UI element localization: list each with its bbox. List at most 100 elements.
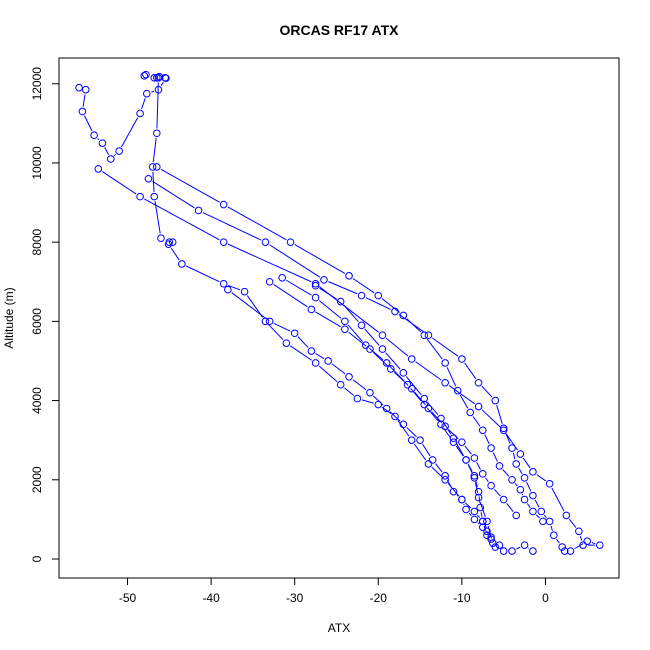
series-1 xyxy=(75,70,170,163)
data-point xyxy=(575,527,583,536)
series-segment xyxy=(480,512,483,517)
data-point xyxy=(154,74,163,82)
data-point xyxy=(470,474,479,482)
series-segment xyxy=(315,311,341,328)
series-segment xyxy=(331,363,346,375)
series-segment xyxy=(505,432,511,444)
data-point xyxy=(458,495,466,504)
data-point xyxy=(491,396,500,405)
data-point xyxy=(265,277,274,286)
data-point xyxy=(219,200,228,209)
x-axis-label: ATX xyxy=(328,621,350,635)
data-point xyxy=(529,547,537,555)
series-segment xyxy=(506,503,514,512)
series-segment xyxy=(152,180,195,209)
series-segment xyxy=(568,518,577,528)
data-point xyxy=(407,355,416,363)
data-point xyxy=(391,412,399,421)
y-tick-label: 6000 xyxy=(30,308,44,335)
data-point xyxy=(437,414,445,423)
series-segment xyxy=(227,284,241,291)
data-point xyxy=(78,107,87,116)
data-point xyxy=(495,462,504,470)
chart-title: ORCAS RF17 ATX xyxy=(279,22,399,38)
series-segment xyxy=(160,168,220,203)
series-segment xyxy=(477,522,480,525)
y-tick-label: 10000 xyxy=(30,146,44,180)
x-tick-label: -20 xyxy=(370,591,388,605)
series-segment xyxy=(389,411,401,422)
data-point xyxy=(150,192,159,201)
series-segment xyxy=(121,117,139,148)
data-point xyxy=(420,394,429,403)
series-segment xyxy=(373,395,384,406)
series-6 xyxy=(224,285,504,549)
series-segment xyxy=(446,479,452,488)
data-point xyxy=(311,359,320,367)
series-segment xyxy=(227,206,287,241)
series-segment xyxy=(97,138,100,141)
series-segment xyxy=(464,445,472,455)
data-point xyxy=(98,139,107,147)
series-segment xyxy=(478,496,481,503)
data-point xyxy=(290,329,299,338)
y-tick-label: 8000 xyxy=(30,228,44,255)
series-segment xyxy=(385,352,401,370)
data-point xyxy=(487,444,495,452)
series-segment xyxy=(477,514,481,519)
data-point xyxy=(441,378,449,387)
data-point xyxy=(491,543,500,551)
data-point xyxy=(357,321,366,330)
series-segment xyxy=(268,324,284,341)
data-point xyxy=(462,505,470,514)
data-point xyxy=(374,291,383,300)
series-segment xyxy=(414,443,427,461)
series-segment xyxy=(352,278,375,294)
data-point xyxy=(378,345,387,353)
data-point xyxy=(157,234,165,242)
series-segment xyxy=(534,499,540,508)
data-point xyxy=(336,297,345,306)
data-point xyxy=(286,238,295,246)
series-segment xyxy=(319,300,342,319)
data-point xyxy=(382,404,391,413)
series-segment xyxy=(431,466,443,477)
data-point xyxy=(470,454,479,462)
series-segment xyxy=(492,452,498,462)
data-point xyxy=(470,515,479,524)
series-segment xyxy=(526,503,531,508)
data-point xyxy=(407,384,416,393)
data-point xyxy=(478,426,487,435)
data-point xyxy=(194,206,203,215)
data-point xyxy=(478,523,487,532)
series-segment xyxy=(474,482,479,494)
series-segment xyxy=(459,394,469,409)
data-point xyxy=(162,74,170,82)
data-point xyxy=(152,129,161,138)
data-point xyxy=(94,165,103,173)
series-segment xyxy=(297,336,309,348)
data-point xyxy=(474,378,483,387)
series-segment xyxy=(160,81,164,86)
series-segment xyxy=(410,388,422,402)
data-point xyxy=(219,238,228,246)
data-point xyxy=(470,507,479,516)
x-tick-label: -10 xyxy=(453,591,471,605)
series-segment xyxy=(286,279,312,296)
data-point xyxy=(441,472,449,480)
series-segment xyxy=(514,483,518,487)
data-point xyxy=(508,444,516,452)
data-point xyxy=(136,109,144,118)
series-7 xyxy=(265,277,520,520)
data-point xyxy=(311,293,320,302)
series-segment xyxy=(579,535,583,541)
series-segment xyxy=(405,376,422,396)
data-point xyxy=(424,404,433,413)
data-point xyxy=(341,325,349,334)
series-segment xyxy=(352,379,367,391)
data-point xyxy=(483,517,491,526)
data-point xyxy=(144,174,153,183)
data-point xyxy=(595,541,604,549)
series-segment xyxy=(343,304,359,323)
